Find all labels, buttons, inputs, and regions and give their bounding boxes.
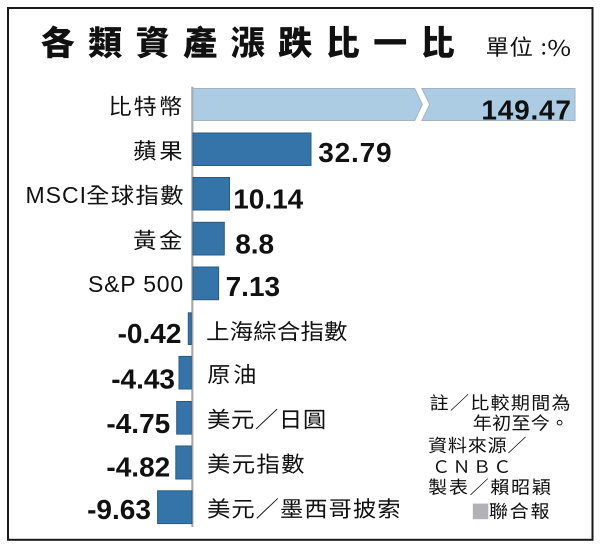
svg-text:-4.75: -4.75: [106, 408, 170, 439]
svg-text:7.13: 7.13: [226, 271, 281, 302]
svg-text:32.79: 32.79: [318, 137, 392, 168]
svg-text:-9.63: -9.63: [87, 494, 151, 525]
svg-text:10.14: 10.14: [233, 183, 303, 214]
svg-text:149.47: 149.47: [481, 95, 571, 126]
svg-text:-4.82: -4.82: [106, 451, 170, 482]
svg-text:MSCI: MSCI: [26, 182, 88, 208]
svg-text:S&P 500: S&P 500: [88, 271, 184, 297]
svg-text:8.8: 8.8: [235, 228, 274, 259]
svg-text:-0.42: -0.42: [118, 318, 182, 349]
svg-text:-4.43: -4.43: [111, 363, 175, 394]
